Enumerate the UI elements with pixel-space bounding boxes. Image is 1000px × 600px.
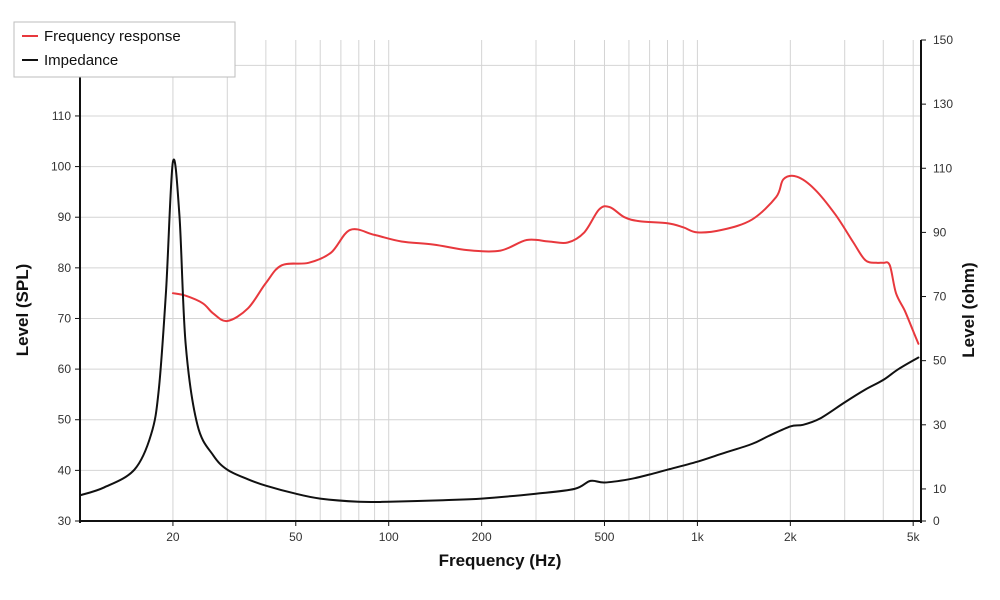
y-tick-label: 30 [58,514,72,528]
y2-tick-label: 0 [933,514,940,528]
y2-tick-label: 10 [933,482,947,496]
y2-tick-label: 150 [933,33,953,47]
frequency-response-line [171,174,920,345]
y-tick-label: 100 [51,160,71,174]
y-tick-label: 50 [58,413,72,427]
y-tick-label: 110 [52,109,71,123]
y2-axis-title: Level (ohm) [959,262,978,357]
y-tick-label: 40 [58,463,72,477]
x-tick-label: 2k [784,530,798,544]
series-lines [79,158,920,504]
y-tick-label: 80 [58,261,72,275]
x-tick-label: 50 [289,530,303,544]
legend-label-impedance: Impedance [44,52,118,69]
x-tick-label: 20 [166,530,180,544]
x-tick-label: 500 [594,530,614,544]
axes [75,39,926,526]
y2-tick-label: 30 [933,418,947,432]
y-tick-label: 90 [58,210,72,224]
x-tick-label: 100 [379,530,399,544]
grid-lines [79,40,921,522]
x-tick-label: 5k [907,530,921,544]
legend: Frequency response Impedance [13,21,236,78]
y-axis-title: Level (SPL) [13,264,32,357]
legend-label-frequency-response: Frequency response [44,28,181,45]
x-axis-title: Frequency (Hz) [439,551,562,570]
y2-tick-label: 70 [933,290,947,304]
y2-tick-label: 130 [933,97,953,111]
y2-tick-label: 110 [933,161,952,175]
y-tick-label: 60 [58,362,72,376]
y2-tick-label: 50 [933,354,947,368]
legend-box [13,21,236,78]
x-tick-label: 200 [472,530,492,544]
y2-tick-label: 90 [933,225,947,239]
impedance-line [79,158,920,504]
x-tick-label: 1k [691,530,705,544]
y-tick-label: 70 [58,311,72,325]
